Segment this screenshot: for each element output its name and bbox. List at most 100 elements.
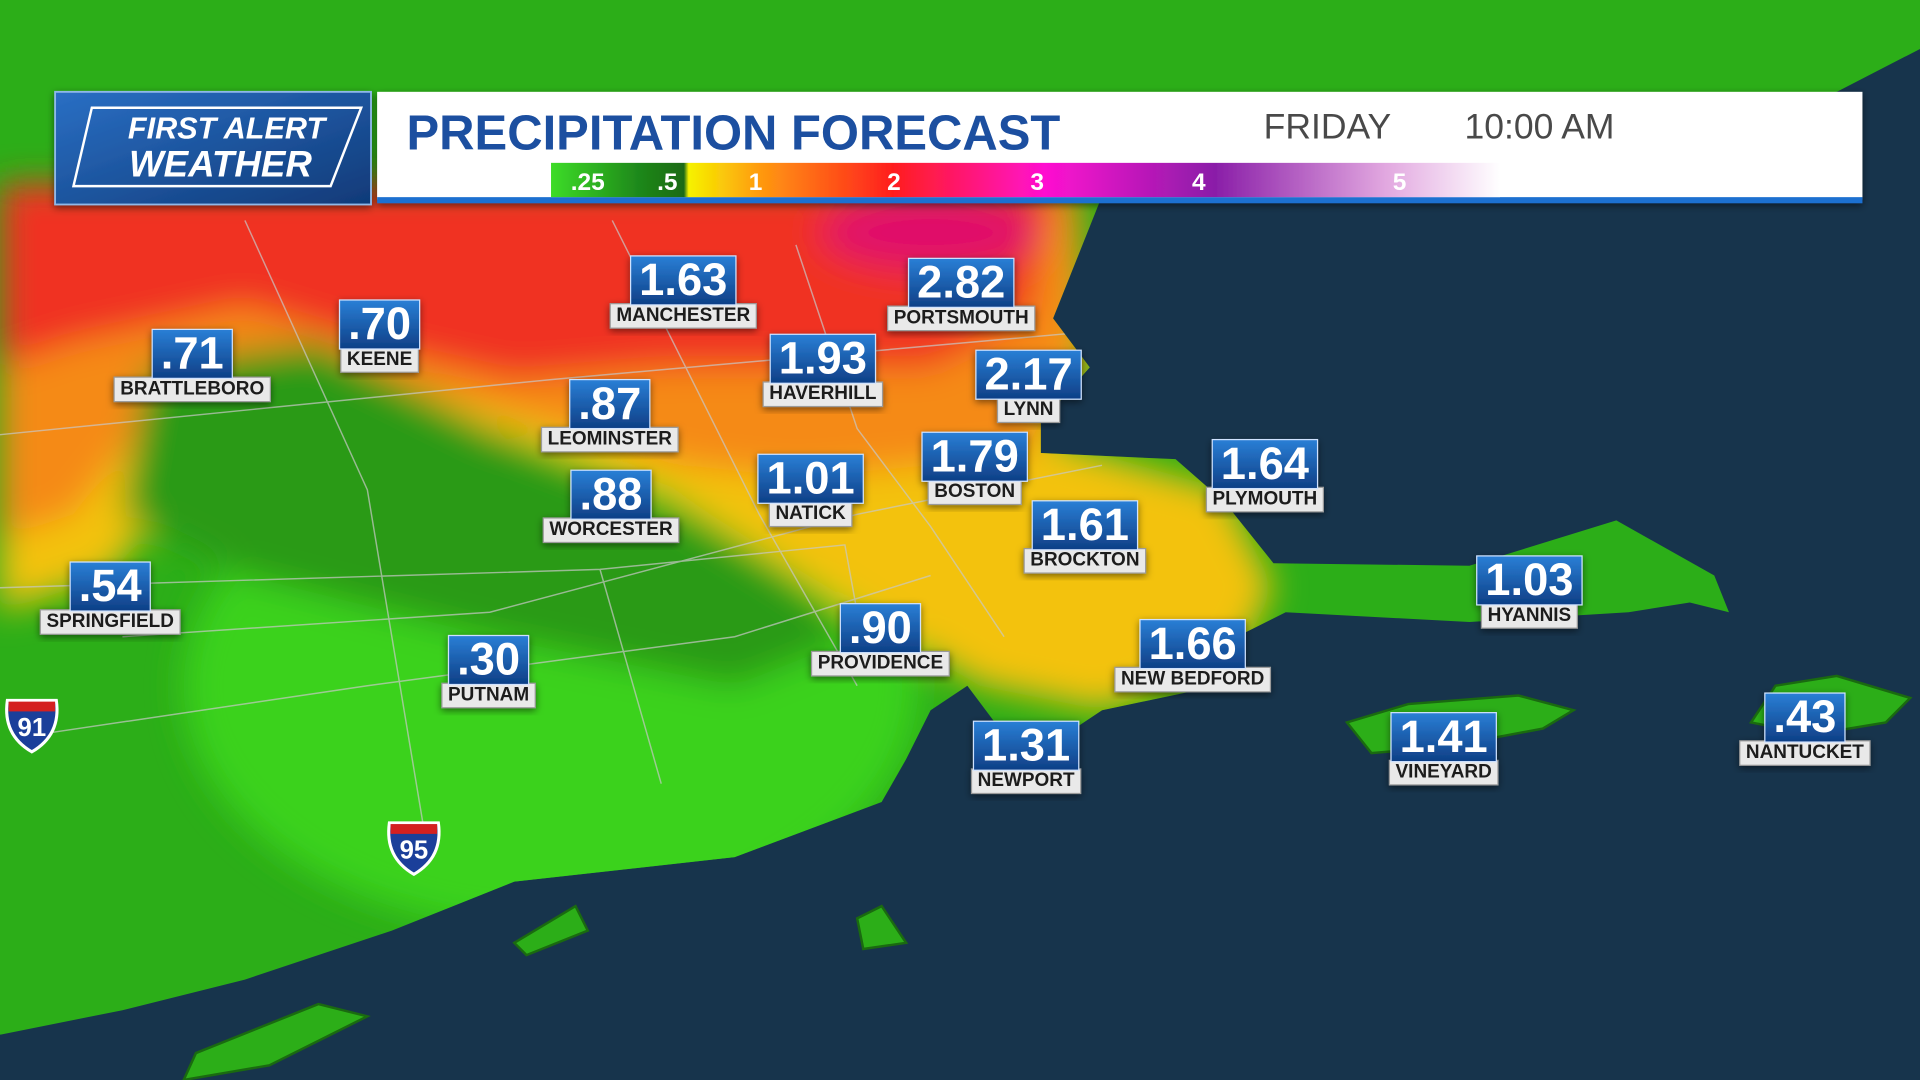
time: 10:00 AM [1464,106,1614,146]
title: PRECIPITATION FORECAST [407,106,1061,160]
city-name: LYNN [1004,399,1054,420]
city-value: 1.03 [1485,554,1573,605]
city-name: HAVERHILL [769,383,876,404]
value-box [569,378,651,430]
value-box [69,561,151,612]
city-value: 1.93 [779,332,867,383]
label-box [927,479,1022,506]
day: FRIDAY [1264,106,1392,146]
city-value: 1.66 [1149,618,1237,669]
city-name: BROCKTON [1030,550,1139,571]
logo-line1: FIRST ALERT [128,111,328,145]
city-name: BRATTLEBORO [120,378,264,399]
legend-label: 3 [1030,169,1044,196]
city-name: NEWPORT [978,770,1075,791]
city-name: VINEYARD [1396,762,1492,783]
city-name: HYANNIS [1488,605,1572,626]
highway-number: 95 [400,836,429,864]
highway-number: 91 [18,714,47,742]
city-value: 1.63 [639,254,727,305]
value-box [1031,500,1139,551]
highway-shield-top [8,701,56,712]
highway-shield [387,821,441,877]
city-name: MANCHESTER [616,305,750,326]
label-box [768,501,853,528]
legend-scale [551,162,1500,198]
legend-label: .5 [657,169,677,196]
city-value: .70 [348,298,411,349]
city-value: 1.61 [1041,499,1129,550]
legend-label: .25 [571,169,605,196]
value-box [757,453,864,504]
city-value: .54 [79,560,142,611]
city-value: .43 [1773,691,1836,742]
logo-frame [71,106,364,188]
legend-label: 5 [1393,169,1407,196]
value-box [975,349,1082,400]
value-box [338,299,421,350]
label-box [39,609,181,635]
city-value: 1.79 [931,430,1019,481]
label-box [762,381,884,408]
value-box [921,431,1028,482]
label-box [113,376,271,403]
value-box [1139,618,1246,670]
city-value: 1.31 [982,719,1070,770]
value-box [570,469,652,520]
city-name: WORCESTER [549,519,673,540]
city-value: .90 [849,602,912,653]
value-box [1476,555,1583,606]
label-box [1114,666,1272,693]
value-box [447,634,530,686]
highway-shield-top [390,824,438,834]
city-name: BOSTON [934,481,1015,502]
city-name: PORTSMOUTH [894,307,1029,328]
city-value: .71 [161,328,224,379]
city-name: KEENE [347,349,412,370]
label-box [1739,740,1871,766]
label-box [540,426,679,453]
label-box [1388,759,1499,786]
city-name: NANTUCKET [1746,742,1864,763]
city-value: .30 [457,634,520,685]
title-underline [377,197,1863,204]
city-value: 1.41 [1400,711,1488,762]
value-box [1764,692,1846,743]
highway-shield [5,698,59,754]
value-box [151,328,233,379]
city-name: PROVIDENCE [818,653,943,674]
city-value: 1.64 [1221,438,1309,489]
value-box [1211,438,1319,490]
value-box [769,333,877,384]
label-box [1023,547,1147,574]
city-name: NATICK [775,503,846,524]
value-box [629,255,737,306]
label-box [1480,603,1578,629]
legend-label: 1 [749,169,763,196]
city-name: PLYMOUTH [1213,488,1318,509]
label-box [970,768,1082,795]
label-box [996,397,1061,424]
legend-label: 2 [887,169,901,196]
city-value: 1.01 [767,452,855,503]
city-value: 2.82 [917,257,1005,308]
city-value: 2.17 [984,348,1072,399]
city-name: LEOMINSTER [548,428,673,449]
